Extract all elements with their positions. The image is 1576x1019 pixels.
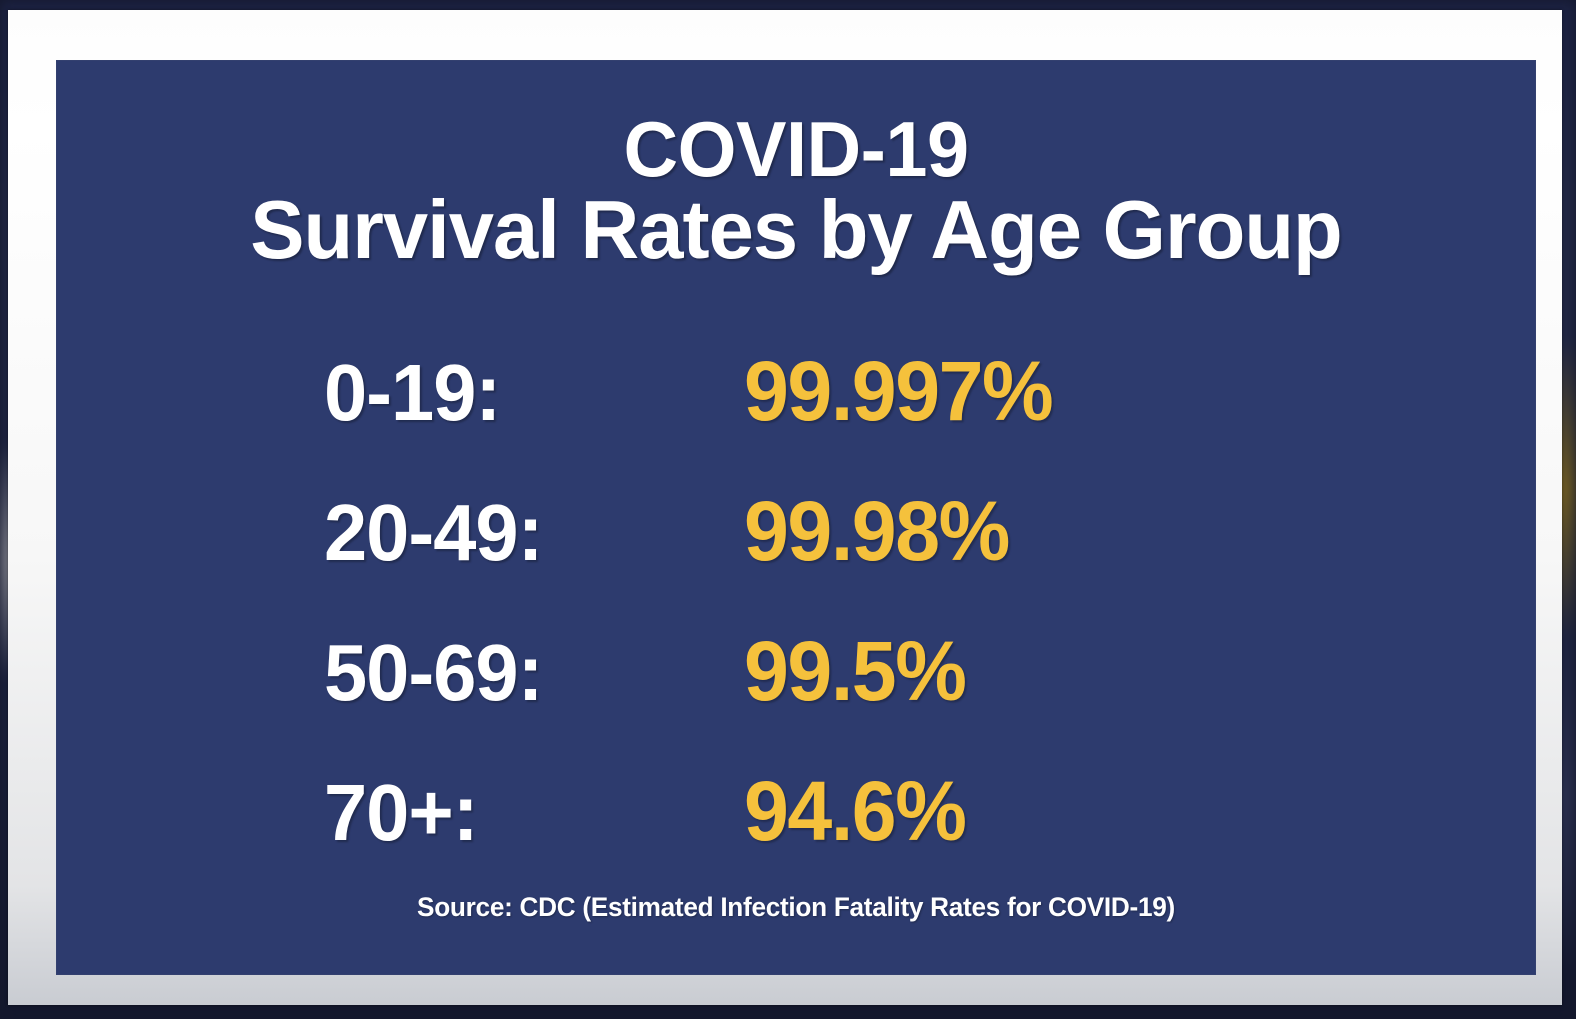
table-row: 70+: 94.6% <box>56 763 1536 903</box>
survival-rate-value: 99.98% <box>744 484 1010 578</box>
white-frame-mat: COVID-19 Survival Rates by Age Group 0-1… <box>8 10 1562 1005</box>
survival-rate-value: 99.5% <box>744 624 967 718</box>
title-line-1: COVID-19 <box>623 105 969 193</box>
survival-rate-list: 0-19: 99.997% 20-49: 99.98% 50-69: 99.5%… <box>56 343 1536 903</box>
navy-poster-panel: COVID-19 Survival Rates by Age Group 0-1… <box>56 60 1536 975</box>
survival-rate-value: 94.6% <box>744 764 967 858</box>
age-group-label: 50-69: <box>324 628 543 717</box>
table-row: 0-19: 99.997% <box>56 343 1536 483</box>
age-group-label: 0-19: <box>324 348 501 437</box>
table-row: 20-49: 99.98% <box>56 483 1536 623</box>
table-row: 50-69: 99.5% <box>56 623 1536 763</box>
source-citation: Source: CDC (Estimated Infection Fatalit… <box>417 892 1175 922</box>
title-line-2: Survival Rates by Age Group <box>250 182 1343 276</box>
survival-rate-value: 99.997% <box>744 344 1054 438</box>
age-group-label: 70+: <box>324 768 479 857</box>
age-group-label: 20-49: <box>324 488 543 577</box>
page-title: COVID-19 Survival Rates by Age Group <box>56 105 1536 276</box>
